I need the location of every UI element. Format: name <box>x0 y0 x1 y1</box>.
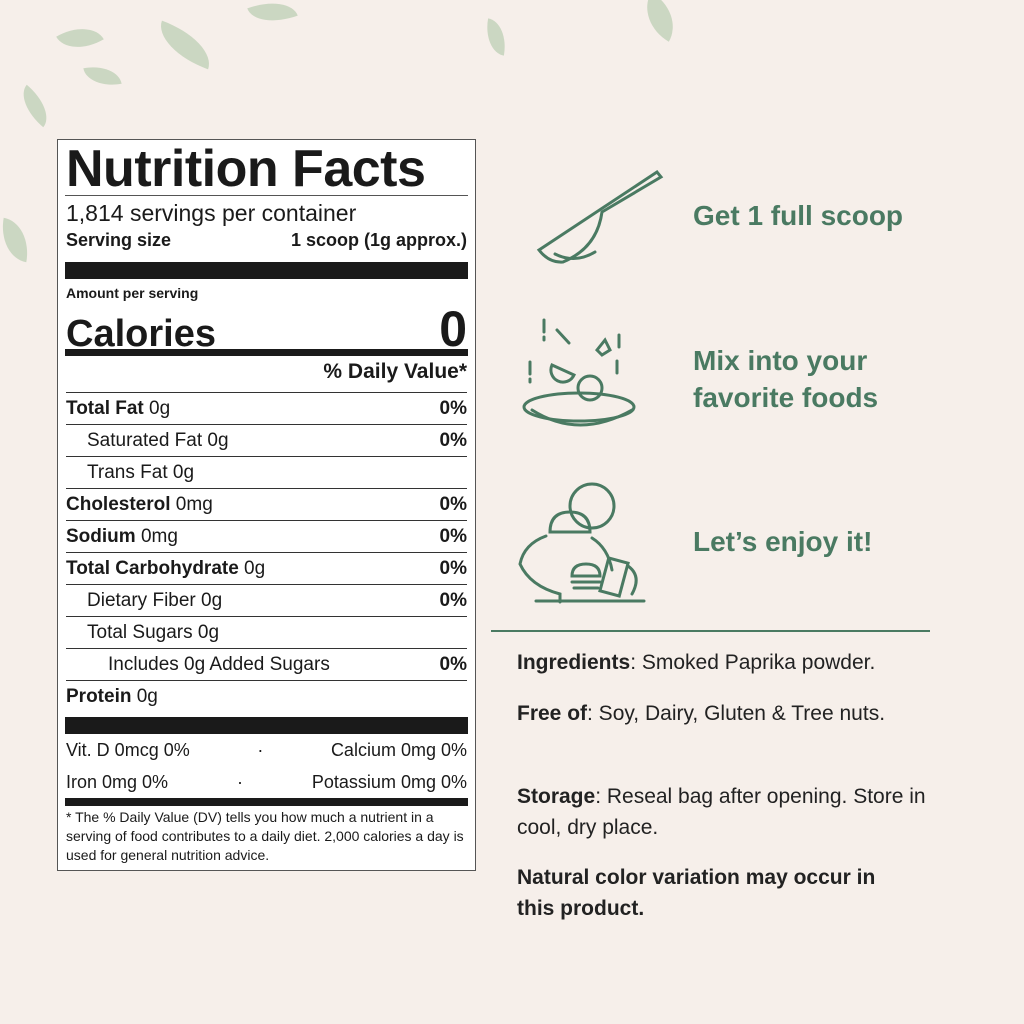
footnote: * The % Daily Value (DV) tells you how m… <box>66 809 464 863</box>
calories-value: 0 <box>439 301 467 357</box>
person-eating-icon <box>518 482 646 604</box>
nutrient-name: Saturated Fat 0g <box>66 430 229 452</box>
nutrient-label: Total Carbohydrate <box>66 557 239 579</box>
nutrient-daily-value: 0% <box>439 525 467 547</box>
nutrient-name: Dietary Fiber 0g <box>66 590 222 612</box>
serving-size-value: 1 scoop (1g approx.) <box>290 230 467 250</box>
scoop-icon <box>536 169 664 264</box>
calories-row: Calories 0 <box>66 300 467 358</box>
vitamin-rows: Vit. D 0mcg 0% · Calcium 0mg 0% Iron 0mg 0%… <box>66 734 467 798</box>
nutrient-amount: 0mg <box>170 493 213 515</box>
step-text: Mix into your favorite foods <box>693 345 879 413</box>
nutrient-name: Includes 0g Added Sugars <box>66 654 330 676</box>
mixing-bowl-icon <box>522 318 636 427</box>
nutrient-name: Total Sugars 0g <box>66 622 219 644</box>
medium-divider <box>65 798 468 806</box>
nutrient-daily-value: 0% <box>439 397 467 419</box>
nutrient-row: Protein 0g <box>66 680 467 712</box>
vitamin-row: Vit. D 0mcg 0% · Calcium 0mg 0% <box>66 734 467 766</box>
vitamin-row: Iron 0mg 0% · Potassium 0mg 0% <box>66 766 467 798</box>
nutrient-amount: 0g <box>131 685 158 707</box>
serving-size-label: Serving size <box>66 230 172 250</box>
nutrient-row: Includes 0g Added Sugars 0% <box>66 648 467 680</box>
nutrient-name: Sodium 0mg <box>66 526 178 548</box>
nutrient-name: Total Fat 0g <box>66 398 170 420</box>
nutrient-label: Includes 0g Added Sugars <box>108 653 330 675</box>
nutrient-label: Protein <box>66 685 132 707</box>
free-of: Free of: Soy, Dairy, Gluten & Tree nuts. <box>517 698 917 729</box>
nutrient-row: Total Fat 0g 0% <box>66 392 467 424</box>
nutrient-name: Cholesterol 0mg <box>66 494 213 516</box>
nutrient-amount: 0mg <box>135 525 178 547</box>
nutrient-name: Trans Fat 0g <box>66 462 194 484</box>
free-of-value: : Soy, Dairy, Gluten & Tree nuts. <box>587 702 886 725</box>
vitamin-item: Potassium 0mg 0% <box>311 771 467 792</box>
nutrient-row: Dietary Fiber 0g 0% <box>66 584 467 616</box>
nutrient-rows: Total Fat 0g 0% Saturated Fat 0g 0% Trans Fa… <box>66 392 467 712</box>
step-text: Get 1 full scoop <box>693 200 904 231</box>
nutrient-name: Total Carbohydrate 0g <box>66 558 265 580</box>
nutrient-name: Protein 0g <box>66 686 158 708</box>
storage-value: : Reseal bag after opening. Store in coo… <box>517 785 926 839</box>
nutrient-amount: 0g <box>202 429 229 451</box>
nutrient-row: Sodium 0mg 0% <box>66 520 467 552</box>
nutrient-daily-value: 0% <box>439 653 467 675</box>
storage-label: Storage <box>517 785 596 808</box>
nutrient-label: Saturated Fat <box>87 429 203 451</box>
nutrient-amount: 0g <box>192 621 220 643</box>
ingredients-value: : Smoked Paprika powder. <box>630 651 876 674</box>
nutrient-daily-value: 0% <box>439 589 467 611</box>
step-text: Let’s enjoy it! <box>693 526 873 557</box>
serving-size: Serving size 1 scoop (1g approx.) <box>66 230 467 251</box>
nutrient-label: Trans Fat <box>87 461 168 483</box>
ingredients: Ingredients: Smoked Paprika powder. <box>517 647 937 678</box>
nutrition-facts-label: Nutrition Facts 1,814 servings per conta… <box>57 139 476 871</box>
medium-divider <box>65 349 468 356</box>
free-of-label: Free of <box>517 702 588 725</box>
daily-value-header: % Daily Value* <box>323 360 467 383</box>
nutrient-label: Total Sugars <box>87 621 193 643</box>
vitamin-item: Calcium 0mg 0% <box>330 739 467 760</box>
nutrient-daily-value: 0% <box>439 429 467 451</box>
separator-dot: · <box>236 771 243 792</box>
nutrient-amount: 0g <box>167 461 195 483</box>
nutrient-label: Sodium <box>66 525 136 547</box>
nutrient-amount: 0g <box>238 557 266 579</box>
color-variation-note: Natural color variation may occur in thi… <box>517 866 876 920</box>
nutrient-label: Cholesterol <box>66 493 171 515</box>
nutrient-label: Total Fat <box>66 397 144 419</box>
servings-per-container: 1,814 servings per container <box>66 200 357 226</box>
nutrient-label: Dietary Fiber <box>87 589 196 611</box>
separator-dot: · <box>257 739 264 760</box>
ingredients-label: Ingredients <box>517 651 631 674</box>
nutrient-daily-value: 0% <box>439 557 467 579</box>
vitamin-item: Iron 0mg 0% <box>66 771 169 792</box>
nutrient-row: Cholesterol 0mg 0% <box>66 488 467 520</box>
nutrient-row: Total Carbohydrate 0g 0% <box>66 552 467 584</box>
nutrient-row: Trans Fat 0g <box>66 456 467 488</box>
amount-per-serving: Amount per serving <box>66 285 199 301</box>
calories-label: Calories <box>66 313 216 355</box>
vitamin-item: Vit. D 0mcg 0% <box>66 739 190 760</box>
nutrient-row: Saturated Fat 0g 0% <box>66 424 467 456</box>
section-divider <box>491 630 930 632</box>
thick-divider <box>65 262 468 279</box>
nutrient-amount: 0g <box>195 589 223 611</box>
nutrient-row: Total Sugars 0g <box>66 616 467 648</box>
storage: Storage: Reseal bag after opening. Store… <box>517 781 937 843</box>
label-title: Nutrition Facts <box>66 140 426 198</box>
thick-divider <box>65 717 468 734</box>
nutrient-amount: 0g <box>143 397 171 419</box>
nutrient-daily-value: 0% <box>439 493 467 515</box>
